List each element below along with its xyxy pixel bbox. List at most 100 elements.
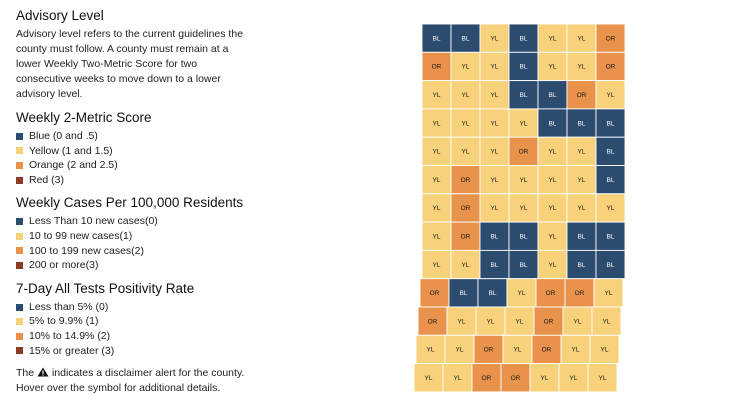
- county-label: YL: [607, 205, 615, 212]
- county-cell[interactable]: [537, 249, 568, 280]
- county-cell[interactable]: [533, 306, 564, 336]
- blue-swatch: [16, 132, 23, 140]
- county-cell[interactable]: [564, 278, 595, 308]
- county-cell[interactable]: [479, 193, 510, 223]
- county-cell[interactable]: [502, 334, 533, 365]
- county-cell[interactable]: [446, 306, 477, 336]
- county-label: OR: [461, 177, 471, 184]
- county-label: YL: [578, 177, 586, 184]
- county-cell[interactable]: [450, 221, 481, 251]
- county-cell[interactable]: [450, 165, 481, 195]
- county-cell[interactable]: [421, 23, 452, 53]
- county-cell[interactable]: [537, 221, 568, 251]
- county-label: YL: [574, 318, 582, 325]
- county-label: OR: [575, 290, 585, 297]
- county-label: BL: [520, 233, 528, 240]
- county-cell[interactable]: [444, 334, 475, 365]
- legend-panel: Advisory Level Advisory level refers to …: [16, 8, 248, 395]
- county-label: YL: [425, 375, 433, 382]
- legend-item-label: Red (3): [29, 173, 65, 186]
- county-cell[interactable]: [595, 221, 626, 251]
- county-cell[interactable]: [421, 165, 452, 195]
- county-cell[interactable]: [508, 193, 539, 223]
- county-label: YL: [456, 347, 464, 354]
- county-cell[interactable]: [535, 278, 566, 308]
- county-cell[interactable]: [595, 51, 626, 82]
- county-label: YL: [487, 318, 495, 325]
- county-cell[interactable]: [442, 363, 473, 393]
- county-label: YL: [516, 318, 524, 325]
- county-cell[interactable]: [508, 221, 539, 251]
- county-label: BL: [520, 92, 528, 99]
- county-cell[interactable]: [566, 221, 597, 251]
- county-cell[interactable]: [421, 136, 452, 166]
- county-cell[interactable]: [421, 221, 452, 251]
- county-label: YL: [520, 205, 528, 212]
- county-cell[interactable]: [529, 363, 560, 393]
- county-cell[interactable]: [477, 278, 508, 308]
- county-cell[interactable]: [531, 334, 562, 365]
- county-cell[interactable]: [500, 363, 531, 393]
- legend-item: Less Than 10 new cases(0): [16, 214, 248, 229]
- county-cell[interactable]: [537, 193, 568, 223]
- county-label: OR: [428, 318, 438, 325]
- county-cell[interactable]: [471, 363, 502, 393]
- advisory-description: Advisory level refers to the current gui…: [16, 28, 244, 100]
- county-cell[interactable]: [419, 278, 450, 308]
- county-cell[interactable]: [479, 136, 510, 166]
- county-label: OR: [519, 149, 529, 156]
- county-cell[interactable]: [537, 51, 568, 82]
- county-cell[interactable]: [506, 278, 537, 308]
- county-cell[interactable]: [450, 108, 481, 138]
- county-cell[interactable]: [595, 80, 626, 110]
- legend-item-label: Less than 5% (0): [29, 300, 109, 313]
- county-label: OR: [606, 35, 616, 42]
- county-cell[interactable]: [450, 80, 481, 110]
- county-label: YL: [549, 262, 557, 269]
- county-cell[interactable]: [421, 51, 452, 82]
- blue-swatch: [16, 303, 23, 311]
- county-cell[interactable]: [562, 306, 593, 336]
- county-label: OR: [511, 375, 521, 382]
- county-label: YL: [491, 205, 499, 212]
- county-cell[interactable]: [566, 80, 597, 110]
- county-cell[interactable]: [479, 51, 510, 82]
- county-cell[interactable]: [566, 108, 597, 138]
- county-label: OR: [606, 64, 616, 71]
- county-cell[interactable]: [479, 249, 510, 280]
- county-cell[interactable]: [421, 108, 452, 138]
- county-label: YL: [458, 318, 466, 325]
- county-cell[interactable]: [537, 80, 568, 110]
- county-cell[interactable]: [413, 363, 444, 393]
- county-cell[interactable]: [589, 334, 620, 365]
- county-label: BL: [549, 92, 557, 99]
- county-cell[interactable]: [479, 80, 510, 110]
- orange-swatch: [16, 161, 23, 169]
- county-label: BL: [578, 262, 586, 269]
- legend-item: Less than 5% (0): [16, 300, 248, 315]
- legend-item: 10 to 99 new cases(1): [16, 229, 248, 244]
- county-label: BL: [607, 262, 615, 269]
- legend-item-label: 10% to 14.9% (2): [29, 329, 111, 342]
- county-cell[interactable]: [475, 306, 506, 336]
- red-swatch: [16, 347, 23, 355]
- county-cell[interactable]: [566, 23, 597, 53]
- yellow-swatch: [16, 147, 23, 155]
- county-label: YL: [549, 64, 557, 71]
- disclaimer-note: The indicates a disclaimer alert for the…: [16, 366, 248, 395]
- county-cell[interactable]: [566, 193, 597, 223]
- county-cell[interactable]: [595, 165, 626, 195]
- county-cell[interactable]: [591, 306, 622, 336]
- county-cell[interactable]: [595, 193, 626, 223]
- county-label: OR: [546, 290, 556, 297]
- county-cell[interactable]: [450, 23, 481, 53]
- county-label: BL: [520, 64, 528, 71]
- county-label: YL: [607, 92, 615, 99]
- county-label: BL: [549, 120, 557, 127]
- county-cell[interactable]: [415, 334, 446, 365]
- county-label: YL: [462, 64, 470, 71]
- county-cell[interactable]: [593, 278, 624, 308]
- county-cell[interactable]: [504, 306, 535, 336]
- weekly-score-legend: Weekly 2-Metric Score Blue (0 and .5) Ye…: [16, 110, 248, 187]
- county-cell[interactable]: [587, 363, 618, 393]
